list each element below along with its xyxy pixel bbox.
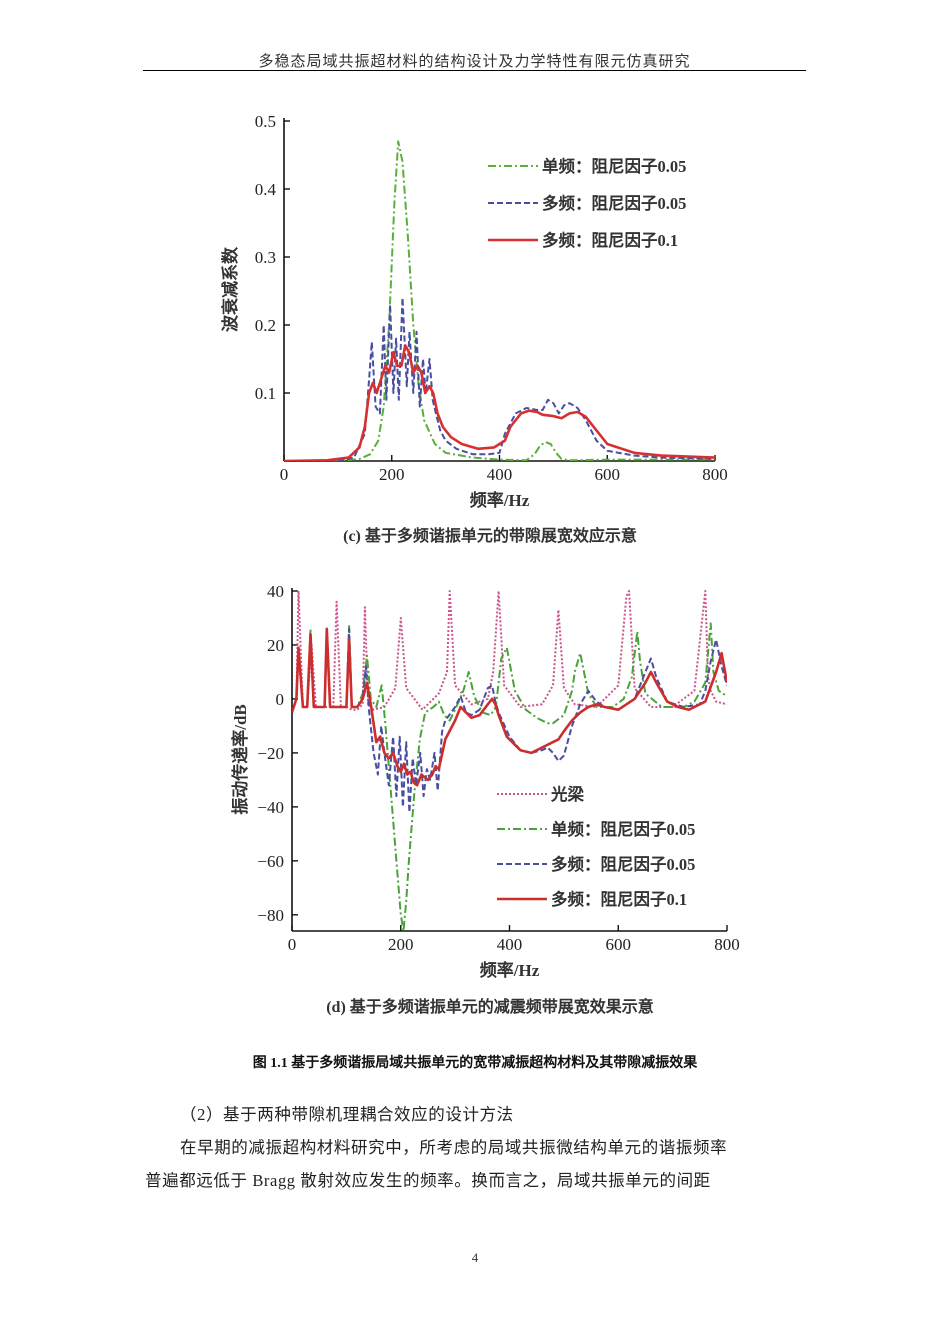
x-tick-label: 200 — [379, 465, 405, 484]
series-line — [292, 627, 727, 814]
header-rule — [143, 70, 806, 71]
legend-entry: 多频：阻尼因子0.1 — [542, 230, 678, 250]
y-tick-label: 0.5 — [255, 112, 276, 131]
figure-title: 图 1.1 基于多频谐振局域共振单元的宽带减振超构材料及其带隙减振效果 — [252, 1056, 698, 1071]
y-axis-label: 振动传递率/dB — [230, 704, 250, 815]
running-header-title: 多稳态局域共振超材料的结构设计及力学特性有限元仿真研究 — [258, 52, 691, 70]
y-tick-label: −20 — [257, 744, 284, 763]
series-line — [284, 344, 715, 461]
x-tick-label: 400 — [497, 935, 523, 954]
x-axis-label: 频率/Hz — [480, 960, 540, 980]
x-tick-label: 800 — [702, 465, 728, 484]
y-tick-label: 0.4 — [255, 180, 277, 199]
paragraph-line-2: 普遍都远低于 Bragg 散射效应发生的频率。换而言之，局域共振单元的间距 — [145, 1171, 711, 1190]
y-tick-label: 40 — [267, 582, 284, 601]
legend-entry: 多频：阻尼因子0.05 — [551, 854, 695, 874]
legend-entry: 单频：阻尼因子0.05 — [551, 819, 695, 839]
legend-entry: 多频：阻尼因子0.05 — [542, 193, 686, 213]
y-tick-label: 20 — [267, 636, 284, 655]
x-tick-label: 400 — [487, 465, 513, 484]
x-tick-label: 0 — [288, 935, 297, 954]
series-line — [292, 627, 727, 787]
x-tick-label: 800 — [714, 935, 740, 954]
y-tick-label: 0 — [276, 690, 285, 709]
page-number: 4 — [471, 1250, 479, 1265]
section-heading: （2）基于两种带隙机理耦合效应的设计方法 — [180, 1105, 514, 1124]
x-tick-label: 600 — [606, 935, 632, 954]
y-tick-label: 0.1 — [255, 384, 276, 403]
legend-entry: 单频：阻尼因子0.05 — [542, 156, 686, 176]
series-line — [292, 590, 727, 713]
y-tick-label: 0.3 — [255, 248, 276, 267]
legend-entry: 多频：阻尼因子0.1 — [551, 889, 687, 909]
x-axis-label: 频率/Hz — [470, 490, 530, 510]
x-tick-label: 0 — [280, 465, 289, 484]
chart-c-plot: 0.1 0.2 0.3 0.4 0.5 0 200 400 600 800 频率/Hz 波衰减系数 单频… — [220, 112, 728, 510]
x-tick-label: 600 — [595, 465, 621, 484]
y-tick-label: 0.2 — [255, 316, 276, 335]
panel-c-caption: (c) 基于多频谐振单元的带隙展宽效应示意 — [343, 528, 637, 545]
panel-d-caption: (d) 基于多频谐振单元的减震频带展宽效果示意 — [326, 999, 654, 1016]
y-tick-label: −60 — [257, 852, 284, 871]
series-line — [292, 622, 727, 931]
y-tick-label: −40 — [257, 798, 284, 817]
legend-entry: 光梁 — [550, 784, 585, 804]
paragraph-line-1: 在早期的减振超构材料研究中，所考虑的局域共振微结构单元的谐振频率 — [180, 1138, 728, 1157]
x-tick-label: 200 — [388, 935, 414, 954]
series-line — [284, 296, 715, 461]
series-line — [284, 140, 715, 461]
y-tick-label: −80 — [257, 906, 284, 925]
y-axis-label: 波衰减系数 — [220, 246, 240, 332]
